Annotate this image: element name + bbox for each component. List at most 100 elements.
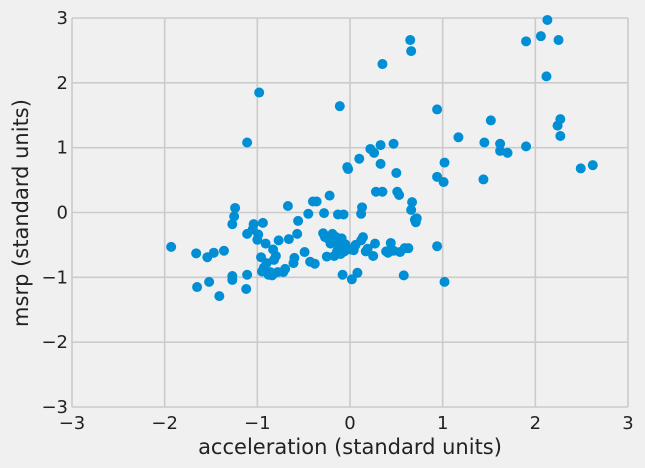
y-tick-label: −1 [41, 267, 68, 288]
data-point [166, 241, 177, 252]
data-point [485, 115, 496, 126]
data-point [553, 35, 564, 46]
data-point [229, 211, 240, 222]
data-point [303, 208, 314, 219]
y-tick-label: 2 [57, 73, 68, 94]
data-point [542, 14, 553, 25]
x-tick-label: −1 [244, 413, 271, 434]
data-point [375, 140, 386, 151]
data-point [535, 31, 546, 42]
data-point [521, 36, 532, 47]
data-point [403, 243, 414, 254]
data-point [438, 177, 449, 188]
data-point [362, 243, 373, 254]
data-point [453, 132, 464, 143]
y-axis-label: msrp (standard units) [9, 99, 33, 327]
data-point [282, 201, 293, 212]
data-point [407, 197, 418, 208]
data-point [478, 174, 489, 185]
x-tick-label: −3 [59, 413, 86, 434]
data-point [321, 251, 332, 262]
data-point [406, 46, 417, 57]
data-point [369, 147, 380, 158]
data-point [253, 229, 264, 240]
y-tick-label: 0 [57, 203, 68, 224]
data-point [439, 276, 450, 287]
data-point [208, 247, 219, 258]
data-point [242, 269, 253, 280]
data-point [343, 164, 354, 175]
data-point [283, 234, 294, 245]
data-points [166, 14, 598, 302]
data-point [299, 247, 310, 258]
data-point [230, 202, 241, 213]
data-point [293, 215, 304, 226]
data-point [218, 245, 229, 256]
x-tick-label: −2 [151, 413, 178, 434]
data-point [346, 274, 357, 285]
data-point [541, 71, 552, 82]
data-point [405, 35, 416, 46]
data-point [309, 258, 320, 269]
data-point [242, 137, 253, 148]
y-tick-label: 3 [57, 8, 68, 29]
data-point [289, 252, 300, 263]
data-point [334, 101, 345, 112]
data-point [338, 209, 349, 220]
x-tick-label: 3 [622, 413, 633, 434]
data-point [370, 238, 381, 249]
data-point [502, 147, 513, 158]
data-point [377, 186, 388, 197]
data-point [575, 163, 586, 174]
data-point [214, 291, 225, 302]
data-point [479, 137, 490, 148]
data-point [260, 238, 271, 249]
y-tick-label: 1 [57, 138, 68, 159]
data-point [192, 282, 203, 293]
data-point [432, 241, 443, 252]
data-point [280, 263, 291, 274]
data-point [354, 153, 365, 164]
data-point [248, 219, 259, 230]
data-point [394, 189, 405, 200]
y-tick-label: −3 [41, 397, 68, 418]
data-point [191, 248, 202, 259]
data-point [385, 237, 396, 248]
x-axis-label: acceleration (standard units) [198, 435, 502, 459]
data-point [439, 157, 450, 168]
y-tick-label: −2 [41, 332, 68, 353]
data-point [495, 138, 506, 149]
data-point [587, 160, 598, 171]
data-point [227, 219, 238, 230]
x-tick-label: 2 [530, 413, 541, 434]
data-point [388, 138, 399, 149]
data-point [432, 104, 443, 115]
data-point [337, 269, 348, 280]
data-point [555, 130, 566, 141]
data-point [292, 228, 303, 239]
data-point [411, 213, 422, 224]
data-point [375, 158, 386, 169]
data-point [352, 267, 363, 278]
data-point [257, 217, 268, 228]
data-point [270, 250, 281, 261]
data-point [324, 190, 335, 201]
x-tick-label: 0 [344, 413, 355, 434]
data-point [377, 59, 388, 70]
data-point [368, 250, 379, 261]
x-axis-ticks: −3 −2 −1 0 1 2 3 [59, 413, 634, 434]
data-point [406, 204, 417, 215]
data-point [391, 167, 402, 178]
data-point [521, 141, 532, 152]
data-point [241, 284, 252, 295]
data-point [398, 270, 409, 281]
grid [71, 17, 629, 408]
data-point [555, 114, 566, 125]
data-point [311, 196, 322, 207]
data-point [357, 232, 368, 243]
data-point [357, 202, 368, 213]
data-point [227, 274, 238, 285]
data-point [204, 276, 215, 287]
